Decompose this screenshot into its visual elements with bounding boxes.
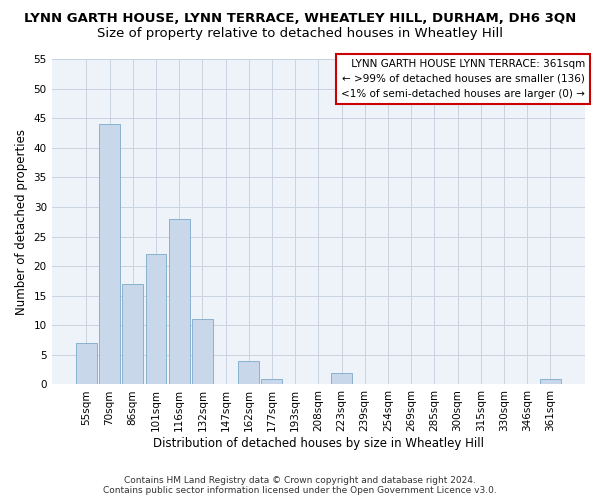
Text: Size of property relative to detached houses in Wheatley Hill: Size of property relative to detached ho… — [97, 28, 503, 40]
Bar — [192, 320, 213, 384]
X-axis label: Distribution of detached houses by size in Wheatley Hill: Distribution of detached houses by size … — [153, 437, 484, 450]
Text: LYNN GARTH HOUSE LYNN TERRACE: 361sqm
← >99% of detached houses are smaller (136: LYNN GARTH HOUSE LYNN TERRACE: 361sqm ← … — [341, 59, 585, 98]
Bar — [331, 372, 352, 384]
Bar — [76, 343, 97, 384]
Bar — [99, 124, 120, 384]
Bar — [238, 361, 259, 384]
Bar — [169, 219, 190, 384]
Bar — [146, 254, 166, 384]
Text: Contains HM Land Registry data © Crown copyright and database right 2024.
Contai: Contains HM Land Registry data © Crown c… — [103, 476, 497, 495]
Bar — [122, 284, 143, 384]
Bar — [540, 378, 561, 384]
Bar — [262, 378, 283, 384]
Text: LYNN GARTH HOUSE, LYNN TERRACE, WHEATLEY HILL, DURHAM, DH6 3QN: LYNN GARTH HOUSE, LYNN TERRACE, WHEATLEY… — [24, 12, 576, 26]
Y-axis label: Number of detached properties: Number of detached properties — [15, 128, 28, 314]
